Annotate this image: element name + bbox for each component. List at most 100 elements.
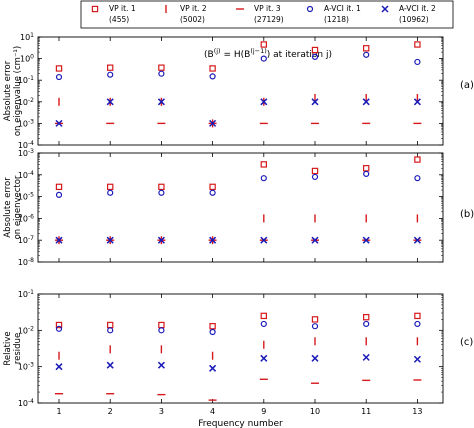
data-point — [107, 189, 114, 196]
data-point — [209, 183, 216, 191]
data-point — [363, 45, 370, 52]
data-point — [311, 167, 319, 175]
data-point — [414, 58, 421, 66]
legend-label-avci1: A-VCI it. 1 — [324, 4, 361, 13]
plot-frame — [37, 152, 444, 263]
data-point — [414, 320, 421, 328]
legend-count-avci1: (1218) — [324, 15, 349, 24]
x-tick-label: 4 — [210, 407, 215, 416]
data-point — [55, 325, 63, 332]
plot-frame — [37, 36, 444, 146]
y-axis-label: Absolute erroron eigenvector — [3, 175, 23, 239]
data-point — [414, 156, 421, 163]
data-point — [363, 165, 370, 172]
data-point — [209, 236, 217, 244]
data-point — [363, 51, 370, 58]
y-tick-label: 10-4 — [18, 169, 34, 180]
y-tick-label: 10-1 — [18, 75, 34, 86]
data-point — [413, 236, 421, 244]
panel-tag: (b) — [460, 209, 474, 220]
legend-marker-vp1 — [91, 5, 99, 13]
data-point — [260, 98, 268, 106]
data-point — [363, 320, 370, 328]
series-vp-it-2 — [58, 337, 419, 360]
data-point — [414, 41, 421, 48]
y-tick-label: 10-7 — [18, 235, 34, 246]
data-point — [55, 73, 63, 81]
y-tick-label: 10-8 — [18, 257, 34, 268]
data-point — [106, 236, 114, 244]
data-point — [209, 73, 216, 80]
data-point — [260, 320, 267, 328]
data-point — [363, 170, 370, 177]
data-point — [158, 327, 165, 334]
data-point — [55, 363, 63, 371]
data-point — [363, 313, 370, 321]
data-point — [209, 322, 216, 330]
data-point — [106, 321, 114, 329]
y-tick-label: 10-1 — [18, 289, 34, 300]
legend-label-vp1: VP it. 1 — [109, 4, 136, 13]
data-point — [209, 328, 216, 336]
y-tick-label: 101 — [20, 32, 34, 43]
data-point — [260, 354, 268, 362]
data-point — [158, 321, 165, 329]
data-point — [260, 175, 267, 182]
series-a-vci-it-1 — [55, 51, 421, 81]
data-point — [157, 98, 165, 106]
legend-frame — [80, 0, 454, 29]
data-point — [413, 98, 421, 106]
data-point — [414, 175, 421, 182]
data-point — [106, 64, 114, 71]
data-point — [311, 354, 319, 362]
series-a-vci-it-1 — [55, 320, 421, 336]
series-a-vci-it-2 — [55, 236, 421, 244]
data-point — [157, 361, 165, 369]
data-point — [311, 53, 319, 60]
data-point — [55, 236, 63, 244]
data-point — [55, 119, 63, 127]
data-point — [55, 183, 63, 191]
y-axis-label: Relativeresidue — [3, 331, 23, 365]
data-point — [209, 189, 216, 196]
legend-count-avci2: (10962) — [399, 15, 429, 24]
legend-marker-avci1 — [306, 5, 314, 13]
series-vp-it-3 — [55, 378, 422, 401]
data-point — [55, 65, 63, 72]
data-point — [311, 173, 319, 181]
legend-count-vp3: (27129) — [254, 15, 284, 24]
data-point — [158, 189, 165, 196]
data-point — [260, 41, 268, 48]
y-tick-label: 100 — [20, 53, 34, 64]
series-vp-it-1 — [55, 312, 421, 330]
y-axis-label: Absolute erroron eigenvalue (cm⁻¹) — [3, 46, 23, 136]
data-point — [107, 71, 114, 78]
x-tick-label: 11 — [361, 407, 371, 416]
panels: 10-4 10-3 10-2 10-1 100 101 Absolute erroron e… — [3, 32, 474, 428]
data-point — [158, 70, 165, 77]
data-point — [158, 64, 165, 71]
data-point — [311, 236, 319, 244]
data-point — [107, 327, 114, 334]
y-tick-label: 10-4 — [18, 398, 34, 409]
x-tick-label: 9 — [261, 407, 266, 416]
legend-count-vp2: (5002) — [180, 15, 205, 24]
panel-b: 10-8 10-7 10-6 10-5 10-4 10-3 Absolute erroron… — [3, 148, 474, 268]
data-point — [362, 353, 370, 361]
legend: VP it. 1 (455) VP it. 2 (5002) VP it. 3 (2712… — [80, 0, 454, 29]
legend-label-vp3: VP it. 3 — [254, 4, 281, 13]
panel-tag: (a) — [460, 80, 474, 91]
y-tick-label: 10-3 — [18, 118, 34, 128]
data-point — [311, 46, 319, 54]
y-tick-label: 10-2 — [18, 96, 34, 107]
data-point — [362, 98, 370, 106]
data-point — [260, 161, 268, 168]
y-tick-label: 10-3 — [18, 148, 34, 159]
data-point — [311, 316, 319, 323]
legend-marker-avci2 — [381, 5, 389, 13]
data-point — [413, 355, 421, 363]
data-point — [55, 321, 63, 329]
series-a-vci-it-2 — [55, 353, 421, 372]
x-tick-label: 2 — [108, 407, 113, 416]
